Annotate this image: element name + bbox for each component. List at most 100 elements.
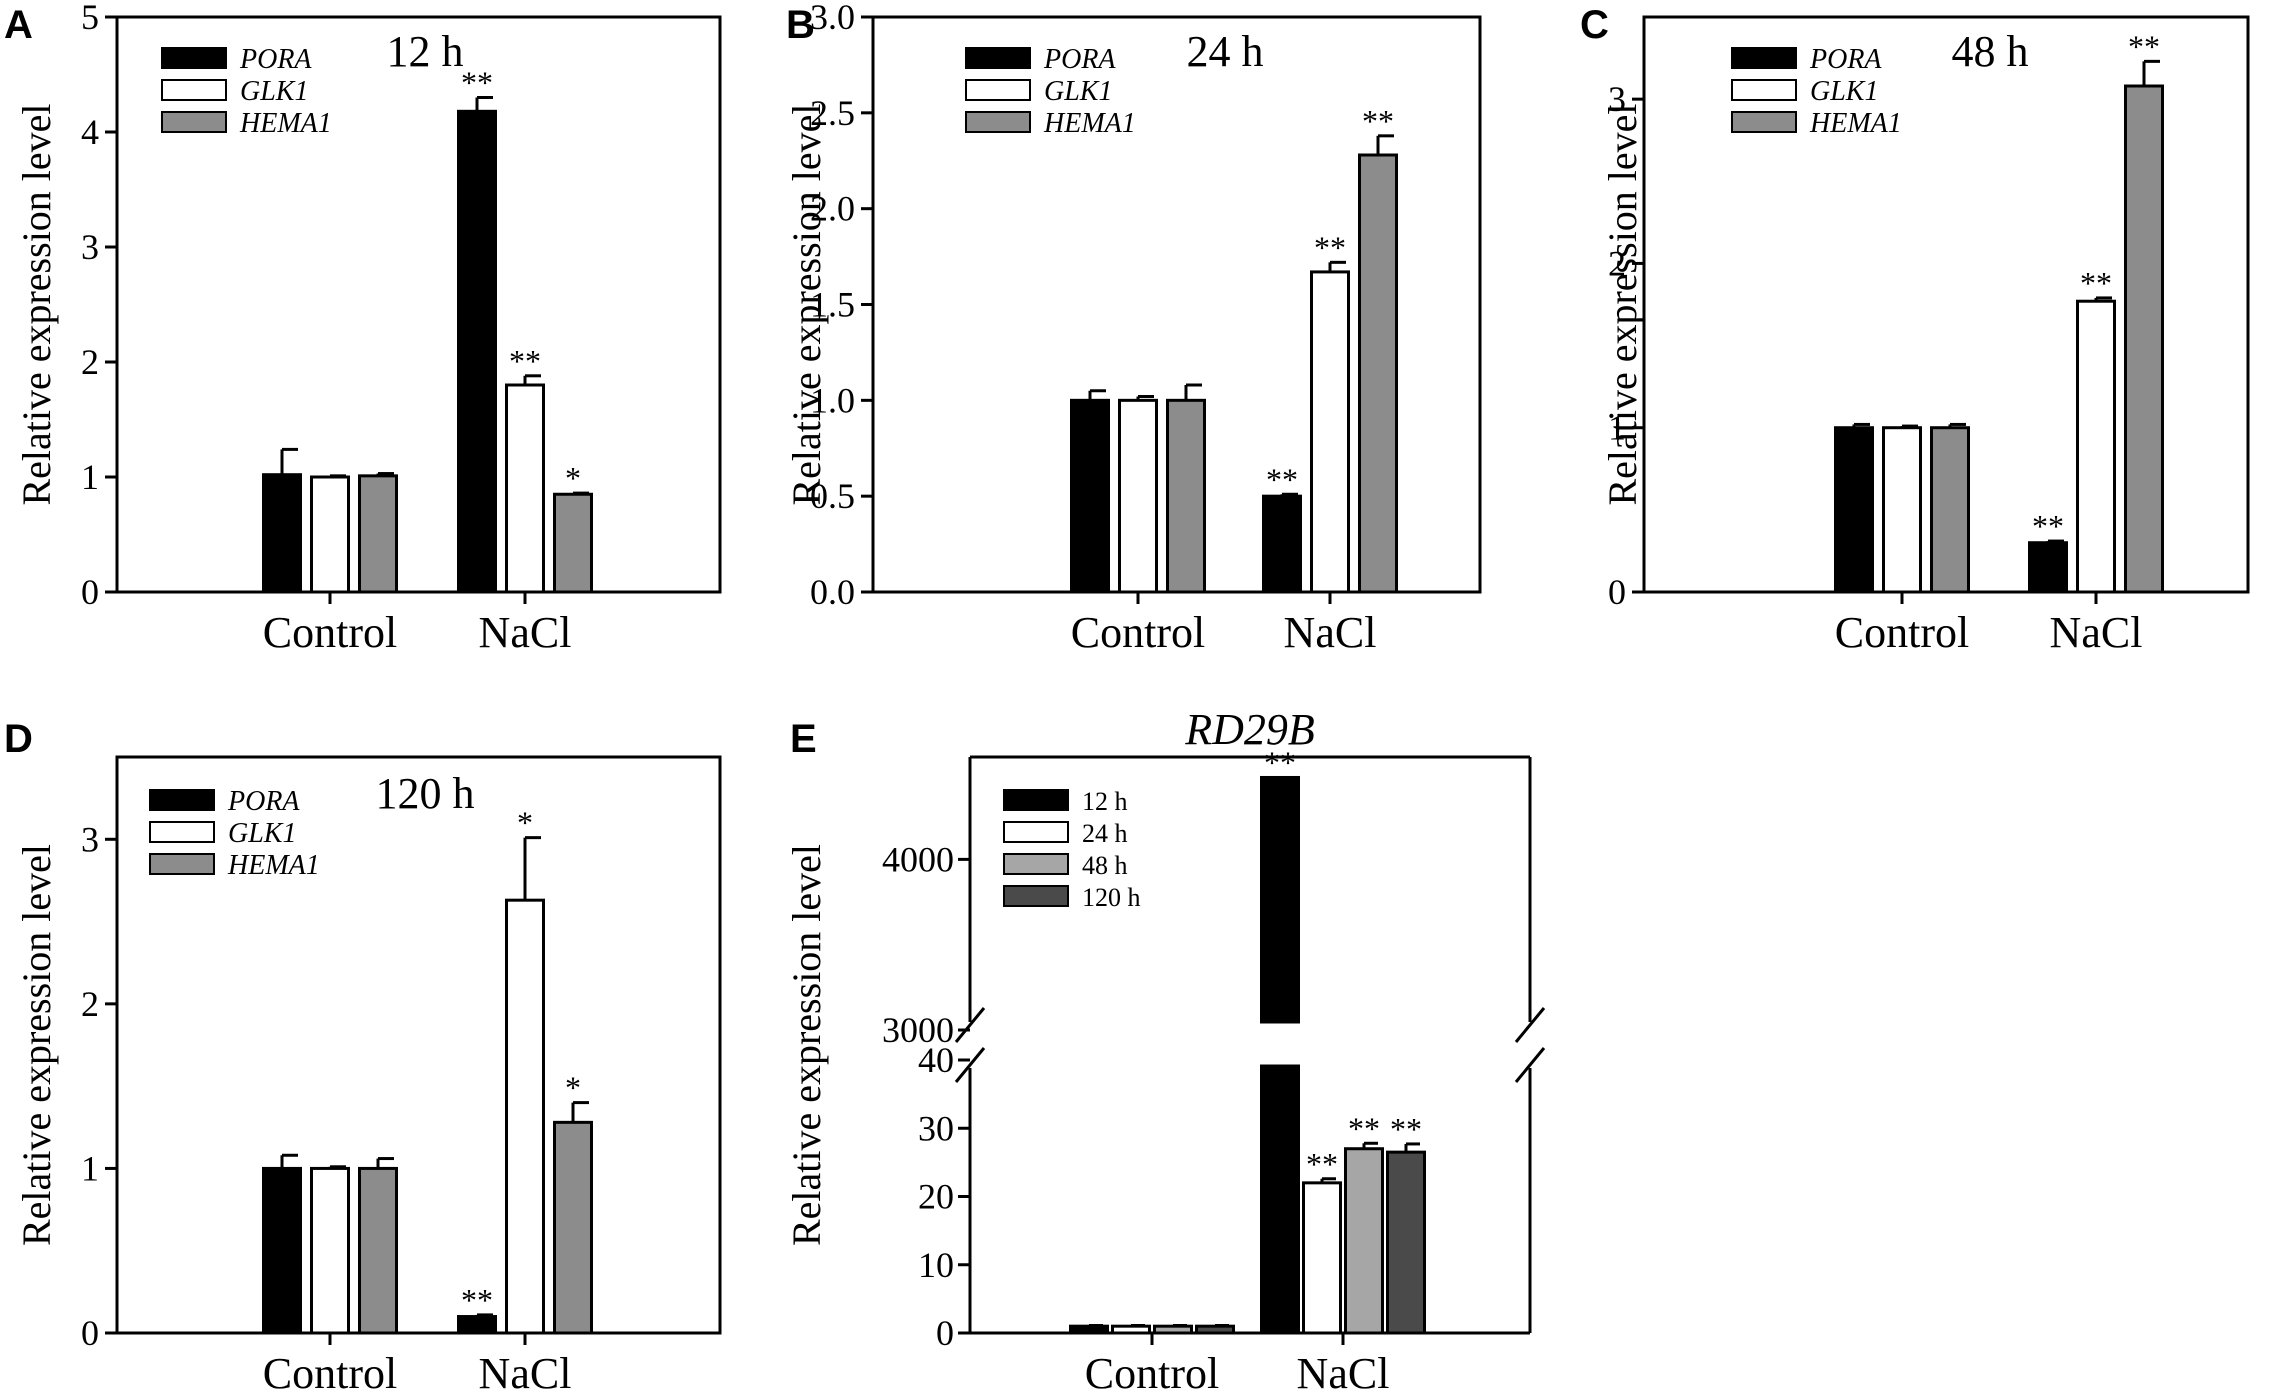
- axis-break-mark: [954, 1007, 986, 1043]
- significance-mark: *: [565, 460, 581, 496]
- legend-swatch-glk1: [1731, 79, 1797, 101]
- legend-label-120h: 120 h: [1082, 883, 1141, 912]
- y-axis-label: Relative expression level: [784, 844, 829, 1246]
- y-tick-label: 1.5: [810, 285, 855, 325]
- bar-glk1-control: [310, 475, 350, 594]
- legend-swatch-12h: [1003, 789, 1069, 811]
- bar-hema1-control: [1930, 426, 1970, 594]
- legend-label-hema1: HEMA1: [239, 108, 332, 139]
- legend-swatch-pora: [965, 47, 1031, 69]
- x-category-label-nacl: NaCl: [1297, 1349, 1390, 1393]
- axis-break-mark: [954, 1047, 986, 1083]
- x-category-label-control: Control: [1835, 608, 1969, 657]
- bar-hema1-control: [358, 1166, 398, 1335]
- bar-hema1-nacl: [1358, 153, 1398, 594]
- bar-glk1-nacl: [1310, 270, 1350, 594]
- x-category-label-nacl: NaCl: [479, 1349, 572, 1393]
- bar-glk1-nacl: [505, 383, 545, 594]
- legend-swatch-glk1: [149, 821, 215, 843]
- legend-swatch-hema1: [1731, 111, 1797, 133]
- panel-letter-b: B: [786, 3, 815, 47]
- panel-letter-d: D: [4, 717, 33, 761]
- y-tick-label: 10: [918, 1245, 954, 1285]
- significance-mark: **: [1348, 1110, 1380, 1146]
- legend-label-pora: PORA: [239, 44, 312, 75]
- bar-12h-nacl: [1260, 775, 1300, 1024]
- y-axis-label: Relative expression level: [14, 844, 59, 1246]
- bar-pora-nacl: [457, 109, 497, 594]
- y-tick-label: 0: [81, 1313, 99, 1353]
- y-tick-label: 1.0: [810, 380, 855, 420]
- legend-swatch-glk1: [965, 79, 1031, 101]
- panel-title: 12 h: [387, 27, 464, 76]
- legend-swatch-pora: [1731, 47, 1797, 69]
- y-tick-label: 3: [81, 227, 99, 267]
- legend-label-pora: PORA: [1043, 44, 1116, 75]
- panel-letter-e: E: [790, 717, 817, 761]
- significance-mark: **: [1306, 1146, 1338, 1182]
- legend-swatch-hema1: [149, 853, 215, 875]
- plot-frame: [115, 755, 722, 1335]
- panel-title: 48 h: [1952, 27, 2029, 76]
- bar-120h-control: [1195, 1324, 1235, 1335]
- y-tick-label: 5: [81, 0, 99, 37]
- y-tick-label: 4000: [882, 839, 954, 879]
- x-category-label-control: Control: [263, 608, 397, 657]
- y-tick-label: 0: [936, 1313, 954, 1353]
- panel-title: 24 h: [1187, 27, 1264, 76]
- significance-mark: **: [1362, 103, 1394, 139]
- bar-pora-control: [1070, 398, 1110, 594]
- x-category-label-nacl: NaCl: [479, 608, 572, 657]
- y-tick-label: 2: [1608, 243, 1626, 283]
- plot-frame: [115, 15, 722, 594]
- y-tick-label: 2.0: [810, 189, 855, 229]
- significance-mark: **: [509, 343, 541, 379]
- panel-title: RD29B: [1184, 705, 1315, 754]
- bar-48h-nacl: [1344, 1147, 1384, 1335]
- bar-hema1-nacl: [553, 1120, 593, 1335]
- y-tick-label: 1: [81, 457, 99, 497]
- panel-a: A 0 1 2 3 4 5 Relative expression level 12 h Cont…: [4, 0, 722, 657]
- legend-label-12h: 12 h: [1082, 787, 1128, 816]
- y-tick-label: 3: [81, 819, 99, 859]
- legend-label-pora: PORA: [1809, 44, 1882, 75]
- y-tick-label: 0: [81, 572, 99, 612]
- bar-glk1-control: [310, 1166, 350, 1335]
- significance-mark: *: [517, 805, 533, 841]
- x-category-label-control: Control: [263, 1349, 397, 1393]
- axis-break-mark: [1514, 1007, 1546, 1043]
- significance-mark: **: [1314, 229, 1346, 265]
- y-tick-label: 2.5: [810, 93, 855, 133]
- y-tick-label: 30: [918, 1108, 954, 1148]
- legend-swatch-pora: [149, 789, 215, 811]
- bar-12h-control: [1069, 1324, 1109, 1335]
- y-tick-label: 3: [1608, 79, 1626, 119]
- y-tick-label: 0.0: [810, 572, 855, 612]
- y-tick-label: 0: [1608, 572, 1626, 612]
- legend-label-48h: 48 h: [1082, 851, 1128, 880]
- legend-swatch-glk1: [161, 79, 227, 101]
- bar-glk1-control: [1118, 398, 1158, 594]
- y-tick-label: 3.0: [810, 0, 855, 37]
- legend-label-24h: 24 h: [1082, 819, 1128, 848]
- bar-hema1-nacl: [553, 492, 593, 594]
- legend-swatch-48h: [1003, 853, 1069, 875]
- significance-mark: *: [565, 1070, 581, 1106]
- bar-pora-control: [1834, 426, 1874, 594]
- y-tick-label: 4: [81, 112, 99, 152]
- significance-mark: **: [1266, 461, 1298, 497]
- x-category-label-nacl: NaCl: [1284, 608, 1377, 657]
- y-tick-label: 1: [81, 1148, 99, 1188]
- bar-pora-control: [262, 473, 302, 594]
- legend-swatch-24h: [1003, 821, 1069, 843]
- y-tick-label: 20: [918, 1177, 954, 1217]
- y-tick-label: 40: [918, 1040, 954, 1080]
- bar-hema1-control: [358, 474, 398, 594]
- legend-label-glk1: GLK1: [1044, 76, 1112, 107]
- bar-24h-nacl: [1302, 1181, 1342, 1335]
- bar-pora-nacl: [2028, 541, 2068, 594]
- bar-120h-nacl: [1386, 1150, 1426, 1335]
- bar-12h-nacl-lower: [1260, 1064, 1300, 1335]
- significance-mark: **: [461, 1282, 493, 1318]
